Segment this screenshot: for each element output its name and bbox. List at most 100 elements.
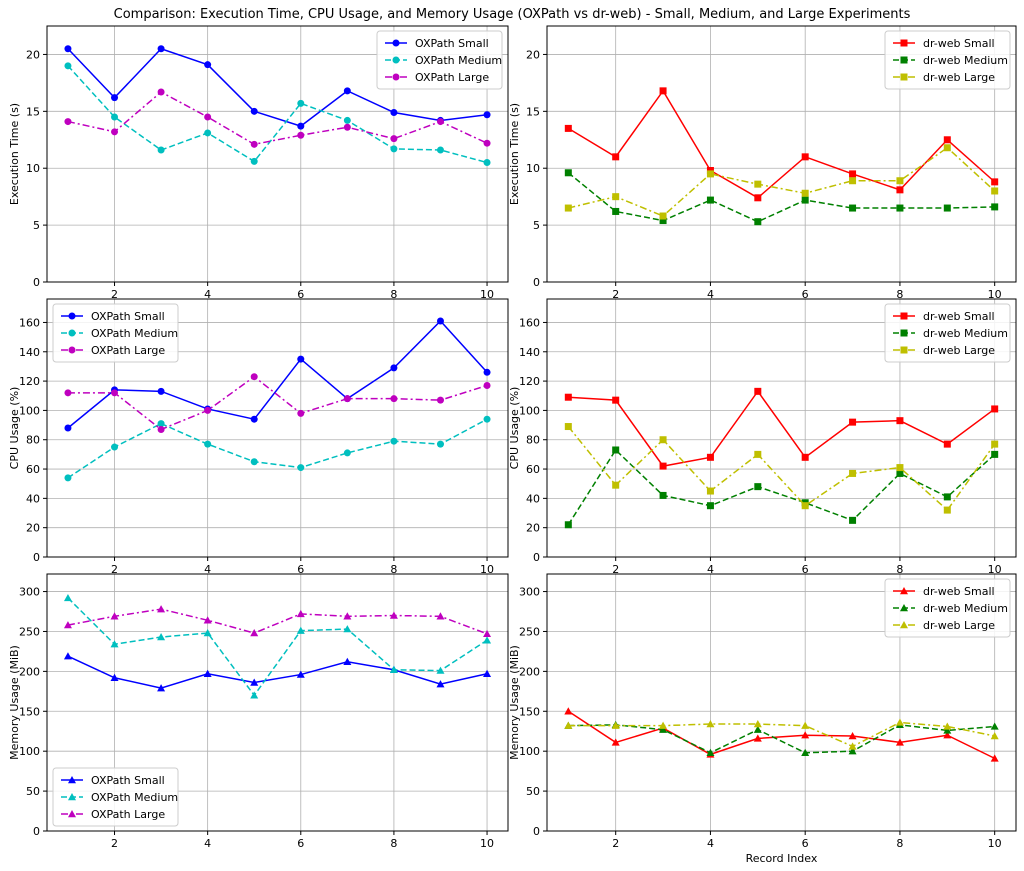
cpu-oxpath-frame [46,298,509,558]
legend-label: dr-web Large [923,71,995,84]
data-point [564,124,572,132]
data-point [436,612,445,620]
y-tick-label: 150 [19,705,40,718]
data-point [659,212,667,220]
legend-label: dr-web Small [923,585,995,598]
data-point [801,731,810,739]
data-point [943,722,952,730]
data-point [203,616,212,624]
data-point [204,440,212,448]
legend: dr-web Small dr-web Medium dr-web Large [884,578,1011,638]
data-point [157,88,165,96]
legend-marker [900,587,908,595]
data-point [111,443,119,451]
legend-label: dr-web Large [923,344,995,357]
data-point [753,720,762,728]
legend-box [376,30,503,90]
data-point [801,196,809,204]
data-point [390,395,398,403]
series-dr-web-small [564,387,999,470]
data-point [483,629,492,638]
y-axis-label: Execution Time (s) [508,103,521,205]
x-tick-label: 8 [390,837,397,850]
data-point [849,516,857,524]
data-point [64,389,72,397]
data-point [848,747,857,755]
y-tick-label: 40 [26,492,40,505]
y-tick-label: 15 [526,105,540,118]
legend-marker [900,39,908,47]
data-point [611,738,620,746]
legend: OXPath Small OXPath Medium OXPath Large [52,303,179,363]
data-point [111,389,119,397]
legend-marker [392,39,400,47]
data-point [754,387,762,395]
data-point [896,469,904,477]
data-point [157,605,166,613]
legend-label: dr-web Medium [923,327,1008,340]
legend-marker [900,604,908,612]
data-point [564,521,572,529]
data-point [943,204,951,212]
series-dr-web-small [564,707,999,762]
data-point [564,393,572,401]
data-point [849,177,857,185]
data-point [706,453,714,461]
series-line [568,721,995,748]
y-tick-label: 15 [26,105,40,118]
data-point [753,734,762,742]
y-tick-label: 10 [26,162,40,175]
series-dr-web-large [564,423,999,514]
data-point [896,417,904,425]
y-tick-label: 100 [19,745,40,758]
legend-label: OXPath Medium [415,54,502,67]
series-oxpath-medium [63,593,492,699]
legend-marker [68,810,76,818]
data-point [63,621,72,629]
data-point [250,415,258,423]
exec-drweb-panel: 2 4 6 8 10 0 5 10 15 20 Execution Time (s) dr-web S… [508,25,1017,301]
data-point [111,94,119,102]
y-axis-label: CPU Usage (%) [8,387,21,470]
data-point [157,633,166,641]
y-tick-label: 5 [533,219,540,232]
data-point [157,420,165,428]
series-dr-web-medium [564,169,999,226]
legend-label: OXPath Small [91,774,165,787]
x-tick-label: 2 [111,563,118,576]
data-point [706,487,714,495]
data-point [204,406,212,414]
data-point [343,116,351,124]
data-point [612,481,620,489]
data-point [896,186,904,194]
legend-marker [68,776,76,784]
legend-marker [392,56,400,64]
y-tick-label: 250 [19,625,40,638]
data-point [706,196,714,204]
legend-marker [68,346,76,354]
data-point [991,440,999,448]
data-point [343,395,351,403]
data-point [990,732,999,740]
data-point [612,396,620,404]
data-point [297,464,305,472]
data-point [659,436,667,444]
data-point [483,111,491,119]
data-point [64,62,72,70]
data-point [436,680,445,688]
y-tick-label: 20 [26,48,40,61]
data-point [436,146,444,154]
data-point [612,153,620,161]
data-point [390,364,398,372]
data-point [297,99,305,107]
y-tick-label: 20 [526,48,540,61]
series-line [567,89,996,199]
data-point [754,180,762,188]
x-tick-label: 8 [390,288,397,301]
series-line [568,390,996,467]
data-point [343,612,352,620]
legend-marker [900,56,908,64]
x-tick-label: 4 [204,563,211,576]
